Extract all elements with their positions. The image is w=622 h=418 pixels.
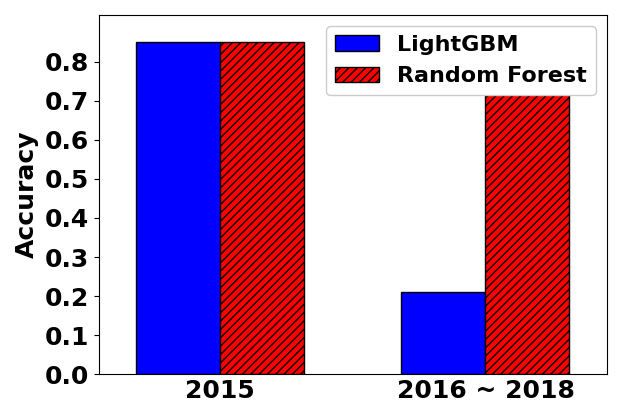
Bar (136, 42, 220, 374)
Y-axis label: Accuracy: Accuracy (15, 131, 39, 258)
Bar (220, 42, 304, 374)
Bar (401, 292, 485, 374)
Legend: LightGBM, Random Forest: LightGBM, Random Forest (326, 26, 596, 95)
Bar (485, 50, 569, 374)
